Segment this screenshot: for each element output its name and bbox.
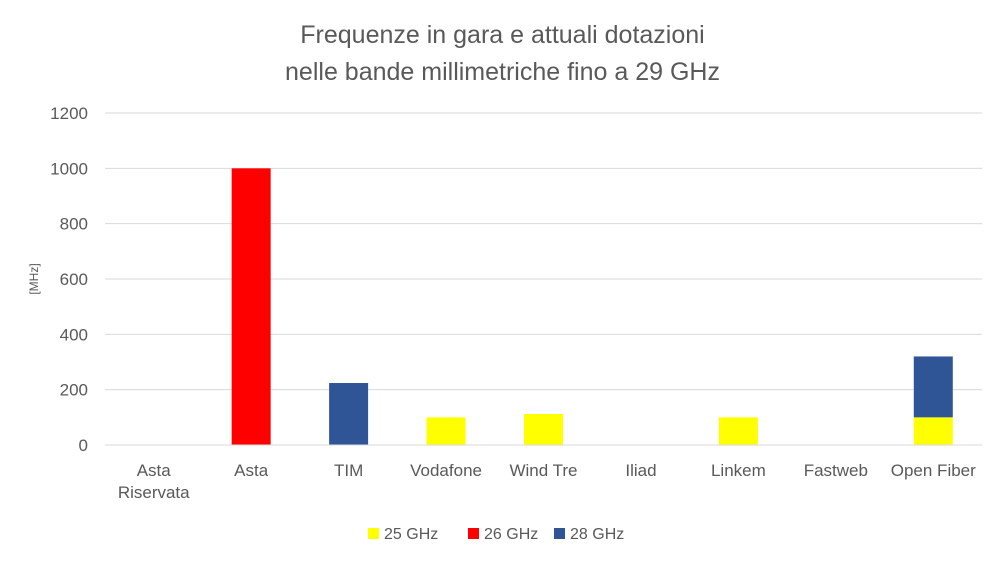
chart-title-line-2: nelle bande millimetriche fino a 29 GHz <box>285 58 720 86</box>
bar-25-ghz <box>524 414 563 445</box>
legend-swatch <box>368 528 379 539</box>
y-tick-label: 0 <box>79 436 88 455</box>
legend-swatch <box>554 528 565 539</box>
legend-label: 28 GHz <box>570 526 624 543</box>
y-axis-title: [MHz] <box>27 263 41 294</box>
x-tick-label: Fastweb <box>804 461 868 480</box>
y-tick-label: 1200 <box>50 104 88 123</box>
x-tick-label: Wind Tre <box>509 461 577 480</box>
y-tick-label: 1000 <box>50 159 88 178</box>
x-tick-label: Open Fiber <box>891 461 976 480</box>
legend-swatch <box>468 528 479 539</box>
legend-label: 26 GHz <box>484 526 538 543</box>
legend-label: 25 GHz <box>384 526 438 543</box>
bar-25-ghz <box>426 417 466 445</box>
x-tick-label: Asta Riservata <box>118 461 190 502</box>
x-tick-label: Linkem <box>711 461 766 480</box>
x-tick-label: Vodafone <box>410 461 482 480</box>
y-tick-label: 600 <box>60 270 88 289</box>
y-tick-label: 400 <box>60 325 88 344</box>
bar-28-ghz <box>913 356 953 418</box>
bar-25-ghz <box>718 417 758 445</box>
bar-28-ghz <box>329 383 369 445</box>
x-tick-label: TIM <box>334 461 363 480</box>
chart-title-line-1: Frequenze in gara e attuali dotazioni <box>300 21 705 49</box>
bar-26-ghz <box>231 168 271 446</box>
y-tick-label: 200 <box>60 381 88 400</box>
x-tick-label: Iliad <box>625 461 656 480</box>
bar-25-ghz <box>913 417 953 445</box>
y-tick-label: 800 <box>60 215 88 234</box>
x-tick-label: Asta <box>234 461 269 480</box>
